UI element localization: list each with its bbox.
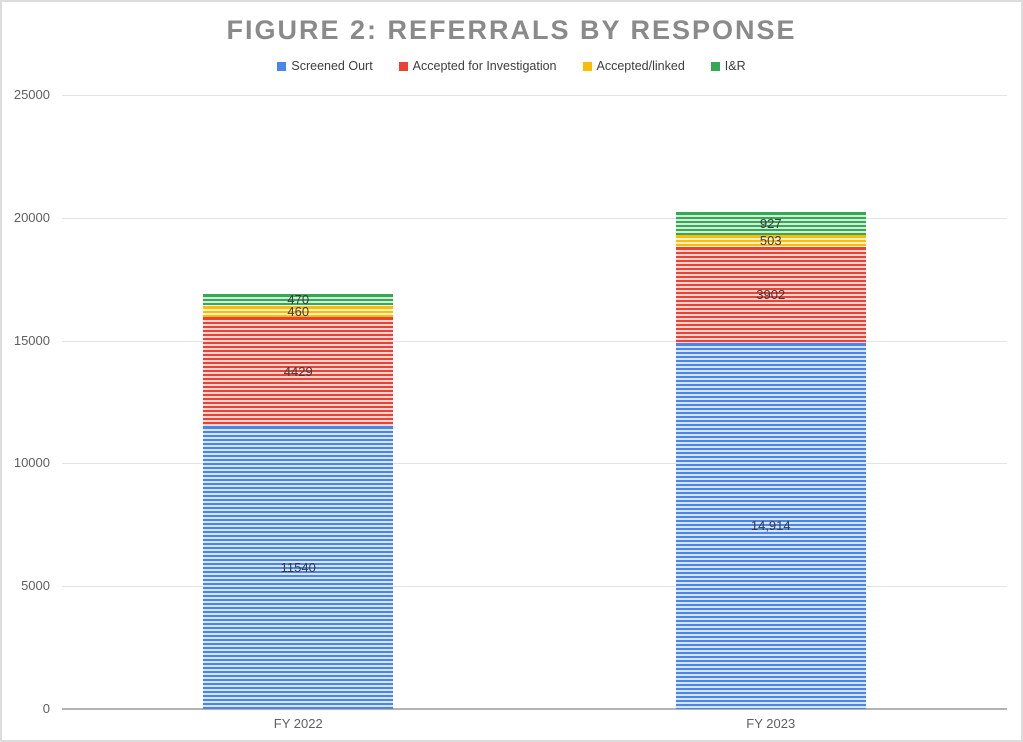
gridline bbox=[62, 218, 1007, 219]
data-label: 470 bbox=[287, 292, 310, 308]
chart-title: FIGURE 2: REFERRALS BY RESPONSE bbox=[226, 15, 797, 45]
legend-label: Accepted for Investigation bbox=[412, 59, 557, 73]
gridline bbox=[62, 341, 1007, 342]
y-axis-tick-label: 0 bbox=[42, 701, 50, 716]
data-label: 4429 bbox=[283, 363, 313, 379]
gridline bbox=[62, 95, 1007, 96]
legend-swatch-icon bbox=[710, 61, 720, 71]
data-label: 11540 bbox=[280, 559, 316, 575]
gridline bbox=[62, 463, 1007, 464]
y-axis-tick-label: 10000 bbox=[13, 455, 50, 470]
legend-swatch-icon bbox=[277, 61, 287, 71]
data-label: 14,914 bbox=[750, 518, 791, 534]
bar-segment-accepted-for-investigation bbox=[203, 316, 394, 426]
legend-label: Screened Ourt bbox=[291, 59, 373, 73]
x-axis-label: FY 2022 bbox=[273, 716, 323, 731]
gridline bbox=[62, 586, 1007, 587]
bar-segment-accepted-linked bbox=[203, 305, 394, 317]
bar-segment-accepted-for-investigation bbox=[675, 246, 866, 343]
legend-swatch-icon bbox=[582, 61, 592, 71]
legend-item-i-r: I&R bbox=[710, 59, 746, 73]
legend-item-accepted-linked: Accepted/linked bbox=[582, 59, 685, 73]
y-axis-tick-label: 25000 bbox=[13, 87, 50, 102]
y-axis-tick-label: 20000 bbox=[13, 210, 50, 225]
legend-swatch-icon bbox=[398, 61, 408, 71]
y-axis-tick-label: 5000 bbox=[21, 578, 50, 593]
data-label: 927 bbox=[759, 215, 782, 231]
legend-label: I&R bbox=[724, 59, 746, 73]
legend-item-accepted-for-investigation: Accepted for Investigation bbox=[398, 59, 557, 73]
data-label: 3902 bbox=[756, 287, 786, 303]
legend-item-screened-ourt: Screened Ourt bbox=[277, 59, 373, 73]
bar-segment-screened-ourt bbox=[203, 425, 394, 709]
data-label: 503 bbox=[759, 233, 782, 249]
bar-segment-i-r bbox=[675, 211, 866, 235]
bar-segment-accepted-linked bbox=[675, 234, 866, 247]
bar-segment-screened-ourt bbox=[675, 342, 866, 709]
chart-legend: Screened Ourt Accepted for Investigation A… bbox=[2, 59, 1021, 73]
bar-segment-i-r bbox=[203, 293, 394, 306]
legend-label: Accepted/linked bbox=[596, 59, 685, 73]
y-axis-tick-label: 15000 bbox=[13, 333, 50, 348]
gridline bbox=[62, 708, 1007, 710]
data-label: 460 bbox=[287, 303, 310, 319]
x-axis-label: FY 2023 bbox=[746, 716, 796, 731]
